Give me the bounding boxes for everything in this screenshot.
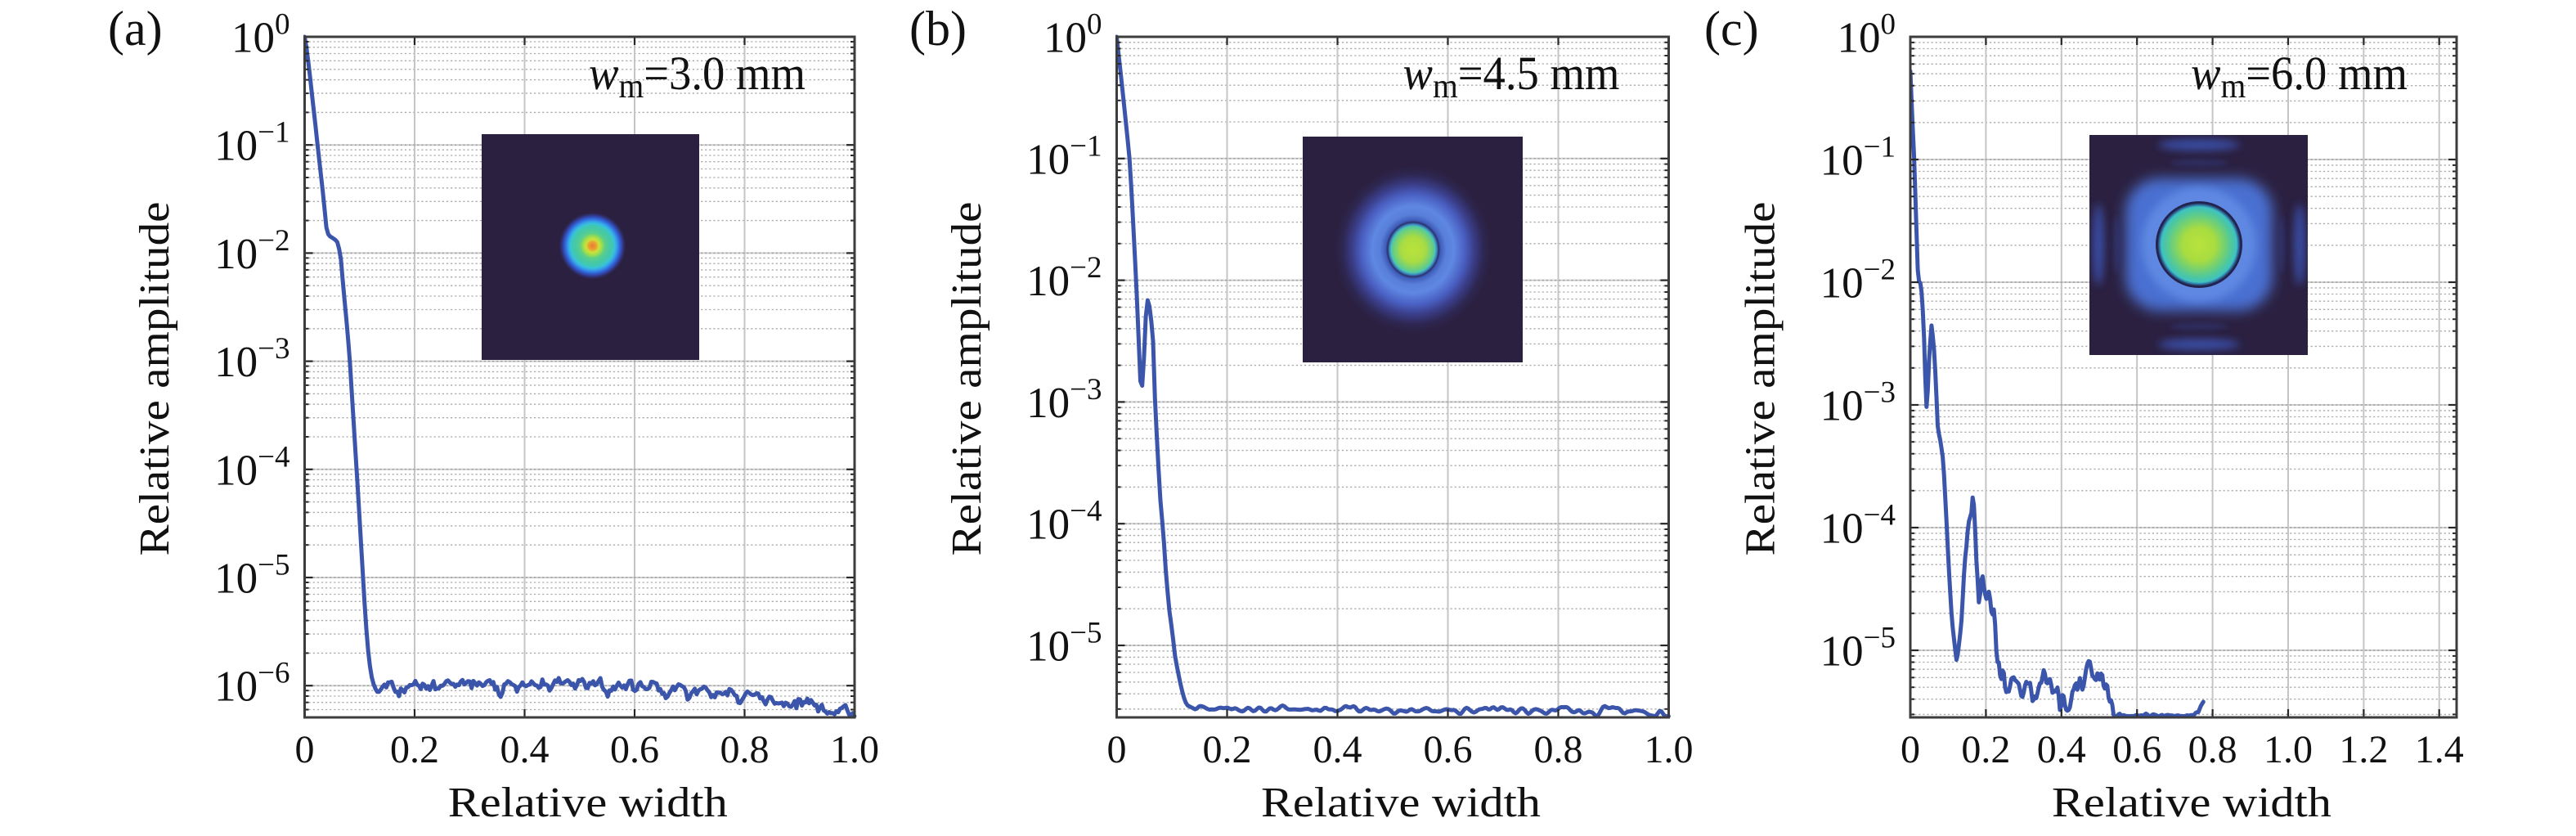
svg-text:1.0: 1.0 — [2264, 728, 2313, 771]
svg-text:0.2: 0.2 — [1961, 728, 2010, 771]
svg-text:0.6: 0.6 — [1424, 728, 1473, 771]
svg-text:1.0: 1.0 — [830, 728, 879, 771]
svg-text:100: 100 — [1838, 8, 1896, 62]
svg-text:0.8: 0.8 — [2188, 728, 2237, 771]
svg-text:0.4: 0.4 — [500, 728, 550, 771]
svg-text:0.4: 0.4 — [2037, 728, 2086, 771]
svg-text:Relative width: Relative width — [1261, 780, 1541, 826]
svg-text:Relative width: Relative width — [448, 780, 728, 826]
svg-text:0: 0 — [1107, 728, 1127, 771]
svg-text:wm=4.5 mm: wm=4.5 mm — [1403, 47, 1620, 106]
svg-text:10−4: 10−4 — [1026, 495, 1102, 549]
svg-text:0: 0 — [295, 728, 315, 771]
svg-text:0.4: 0.4 — [1313, 728, 1362, 771]
svg-text:0.8: 0.8 — [1534, 728, 1583, 771]
svg-text:1.2: 1.2 — [2339, 728, 2388, 771]
svg-text:10−1: 10−1 — [1820, 131, 1896, 185]
svg-text:0.2: 0.2 — [1203, 728, 1252, 771]
svg-text:(c): (c) — [1704, 2, 1759, 56]
svg-text:Relative amplitude: Relative amplitude — [132, 202, 178, 556]
svg-text:1.0: 1.0 — [1645, 728, 1694, 771]
svg-text:0.8: 0.8 — [720, 728, 770, 771]
svg-text:Relative amplitude: Relative amplitude — [1738, 202, 1784, 556]
svg-text:1.4: 1.4 — [2415, 728, 2464, 771]
svg-text:(a): (a) — [108, 2, 163, 56]
svg-text:10−1: 10−1 — [214, 116, 289, 170]
svg-text:10−6: 10−6 — [214, 657, 289, 711]
svg-text:Relative amplitude: Relative amplitude — [944, 202, 990, 556]
svg-text:wm=3.0 mm: wm=3.0 mm — [589, 47, 806, 106]
svg-text:0.6: 0.6 — [2112, 728, 2161, 771]
svg-text:(b): (b) — [909, 2, 967, 56]
svg-text:wm=6.0 mm: wm=6.0 mm — [2191, 47, 2408, 106]
svg-text:0.6: 0.6 — [610, 728, 659, 771]
svg-text:0.2: 0.2 — [390, 728, 439, 771]
svg-text:0: 0 — [1901, 728, 1920, 771]
svg-text:Relative width: Relative width — [2052, 780, 2331, 826]
